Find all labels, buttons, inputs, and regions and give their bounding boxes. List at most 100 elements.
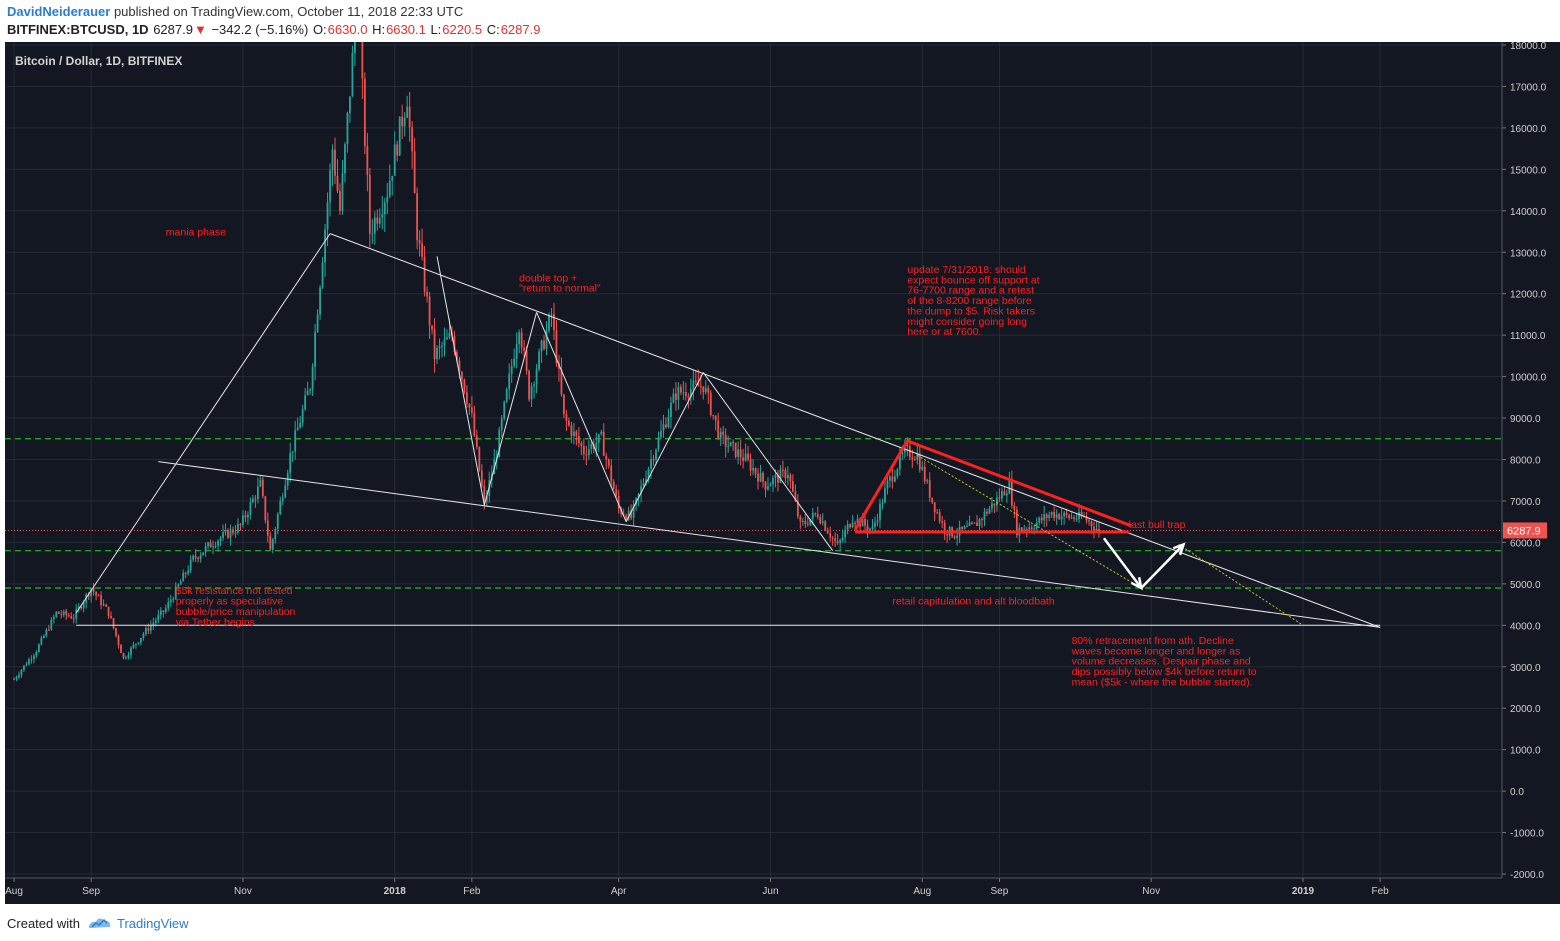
candle-body xyxy=(670,402,672,417)
price-chart[interactable]: 18000.0 17000.0 16000.0 15000.0 14000.0 13000… xyxy=(0,42,1560,904)
candle-body xyxy=(443,339,446,346)
candle-body xyxy=(20,669,23,675)
candle-body xyxy=(192,555,195,560)
candle-body xyxy=(164,608,167,612)
y-tick-label: 1000.0 xyxy=(1510,746,1541,757)
candle-body xyxy=(600,431,603,435)
candle-body xyxy=(386,196,389,203)
candle-body xyxy=(465,392,468,405)
candle-body xyxy=(361,42,364,79)
candle-body xyxy=(92,588,95,592)
trend-line xyxy=(329,233,1381,628)
trend-line xyxy=(436,256,485,506)
candle-body xyxy=(256,486,259,500)
candle-body xyxy=(727,446,730,448)
candle-body xyxy=(237,524,239,533)
candle-body xyxy=(276,514,279,529)
annotation-text: dips possibly below $4k before return to xyxy=(1072,666,1257,678)
candle-body xyxy=(580,442,583,447)
candle-body xyxy=(515,343,518,359)
candle-body xyxy=(816,514,819,518)
candle-body xyxy=(687,396,690,398)
candle-body xyxy=(266,520,269,536)
candle-body xyxy=(376,217,379,224)
candle-body xyxy=(368,174,371,234)
candle-body xyxy=(809,518,812,525)
candle-body xyxy=(906,445,909,447)
candle-body xyxy=(505,389,508,402)
y-tick-label: 6000.0 xyxy=(1510,538,1541,549)
y-tick-label: 11000.0 xyxy=(1510,331,1546,342)
candle-body xyxy=(319,287,321,315)
candle-body xyxy=(689,389,692,398)
candle-body xyxy=(911,457,914,460)
candle-body xyxy=(1080,511,1083,517)
candle-body xyxy=(1015,509,1018,536)
candle-body xyxy=(1001,491,1003,499)
candle-body xyxy=(752,468,754,471)
time-axis[interactable] xyxy=(5,878,1560,904)
candle-body xyxy=(876,520,879,523)
candle-body xyxy=(500,418,503,430)
candle-body xyxy=(597,434,600,443)
candle-body xyxy=(782,469,784,471)
candle-body xyxy=(42,635,45,638)
candle-body xyxy=(991,503,993,509)
tradingview-logo-icon[interactable] xyxy=(87,914,113,932)
candle-body xyxy=(767,486,769,490)
candle-body xyxy=(249,502,252,515)
candle-body xyxy=(913,459,916,461)
candle-body xyxy=(814,513,817,515)
candle-body xyxy=(819,517,822,524)
candle-body xyxy=(976,522,978,527)
arrow-head-icon xyxy=(1172,542,1186,556)
candle-body xyxy=(373,217,376,234)
candle-body xyxy=(144,628,147,634)
candle-body xyxy=(1005,493,1008,496)
candle-body xyxy=(523,347,526,351)
candle-body xyxy=(986,511,988,514)
candle-body xyxy=(533,384,535,387)
publisher-link[interactable]: DavidNeiderauer xyxy=(7,4,111,19)
price-axis[interactable] xyxy=(1502,42,1560,878)
candle-body xyxy=(528,370,531,400)
candle-body xyxy=(149,625,152,631)
candle-body xyxy=(637,493,640,498)
candle-body xyxy=(679,387,682,393)
candle-body xyxy=(978,519,981,527)
candle-body xyxy=(988,508,991,514)
candle-body xyxy=(227,530,229,538)
candle-body xyxy=(550,314,553,316)
candle-body xyxy=(453,335,456,353)
tradingview-link[interactable]: TradingView xyxy=(117,916,189,931)
candle-body xyxy=(463,379,466,393)
candle-body xyxy=(1063,512,1066,517)
projection-line xyxy=(917,454,1142,589)
candle-body xyxy=(747,453,749,460)
candle-body xyxy=(189,559,192,571)
candle-body xyxy=(184,572,187,574)
candle-body xyxy=(956,535,959,538)
candle-body xyxy=(475,435,478,448)
candle-body xyxy=(478,447,481,471)
candle-body xyxy=(1008,479,1011,494)
annotation-text: mania phase xyxy=(166,227,226,239)
candle-body xyxy=(137,642,140,644)
y-tick-label: 10000.0 xyxy=(1510,373,1547,384)
x-tick-label: Jun xyxy=(762,886,778,897)
candle-body xyxy=(473,412,476,436)
annotation-text: "return to normal" xyxy=(519,283,601,295)
last-price-tag: 6287.9 xyxy=(1503,522,1547,539)
candle-body xyxy=(719,431,722,438)
candle-body xyxy=(468,404,471,408)
candle-body xyxy=(33,655,35,660)
candle-body xyxy=(881,502,884,504)
candle-body xyxy=(1028,527,1031,530)
candle-body xyxy=(107,606,110,616)
annotation-text: bubble/price manipulation xyxy=(176,606,296,618)
candle-body xyxy=(1073,517,1075,519)
candle-body xyxy=(650,459,652,469)
annotation-text: the dump to $5. Risk takers xyxy=(907,305,1035,317)
x-tick-label: Aug xyxy=(5,886,23,897)
candle-body xyxy=(212,546,214,548)
